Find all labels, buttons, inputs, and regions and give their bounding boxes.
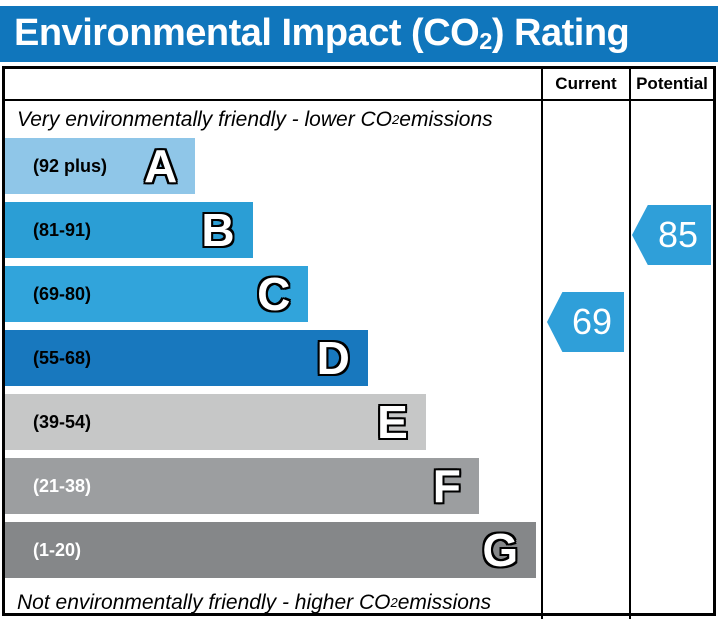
band-a-range-label: (92 plus) <box>33 155 108 176</box>
band-e-range-label: (39-54) <box>33 411 92 432</box>
band-e-letter: E <box>377 396 408 448</box>
band-g-letter: G <box>482 524 519 576</box>
header-cell-empty <box>5 69 541 101</box>
band-row-f: (21-38) F <box>5 458 479 514</box>
band-b-range-label: (81-91) <box>33 219 92 240</box>
bottom-note-text: Not environmentally friendly - higher CO <box>17 590 391 614</box>
page-title-subscript: 2 <box>479 28 492 55</box>
page-title-text: Environmental Impact (CO <box>14 12 480 55</box>
column-header-potential: Potential <box>629 69 713 101</box>
potential-rating-value: 85 <box>657 214 699 255</box>
page-title: Environmental Impact (CO2) Rating <box>14 12 630 55</box>
band-row-g: (1-20) G <box>5 522 537 578</box>
top-note-text: Very environmentally friendly - lower CO <box>17 107 393 131</box>
band-d-letter: D <box>316 332 350 384</box>
band-g-range-label: (1-20) <box>33 539 82 560</box>
bands-area: Very environmentally friendly - lower CO… <box>5 101 541 619</box>
band-d-range-label: (55-68) <box>33 347 92 368</box>
column-header-current: Current <box>541 69 629 101</box>
band-c-range-label: (69-80) <box>33 283 92 304</box>
band-c-letter: C <box>257 268 291 320</box>
bottom-note: Not environmentally friendly - higher CO… <box>5 586 541 619</box>
top-note: Very environmentally friendly - lower CO… <box>5 101 541 138</box>
page-title-text-end: ) Rating <box>491 12 630 55</box>
top-note-text-end: emissions <box>399 107 493 131</box>
band-row-c: (69-80) C <box>5 266 309 322</box>
band-b-letter: B <box>201 204 235 256</box>
current-rating-value: 69 <box>571 301 613 342</box>
current-column: 69 <box>541 101 629 619</box>
band-row-a: (92 plus) A <box>5 138 196 194</box>
band-f-letter: F <box>432 460 461 512</box>
band-row-b: (81-91) B <box>5 202 253 258</box>
chart-title-bar: Environmental Impact (CO2) Rating <box>0 6 718 62</box>
potential-column: 85 <box>629 101 713 619</box>
band-row-d: (55-68) D <box>5 330 368 386</box>
bottom-note-text-end: emissions <box>397 590 492 614</box>
band-f-range-label: (21-38) <box>33 475 92 496</box>
band-a-letter: A <box>144 140 178 192</box>
rating-table: Current Potential Very environmentally f… <box>2 66 716 619</box>
potential-rating-arrow: 85 <box>632 205 711 265</box>
bottom-note-subscript: 2 <box>390 595 398 610</box>
current-rating-arrow: 69 <box>547 292 624 352</box>
top-note-subscript: 2 <box>392 112 400 127</box>
band-row-e: (39-54) E <box>5 394 426 450</box>
